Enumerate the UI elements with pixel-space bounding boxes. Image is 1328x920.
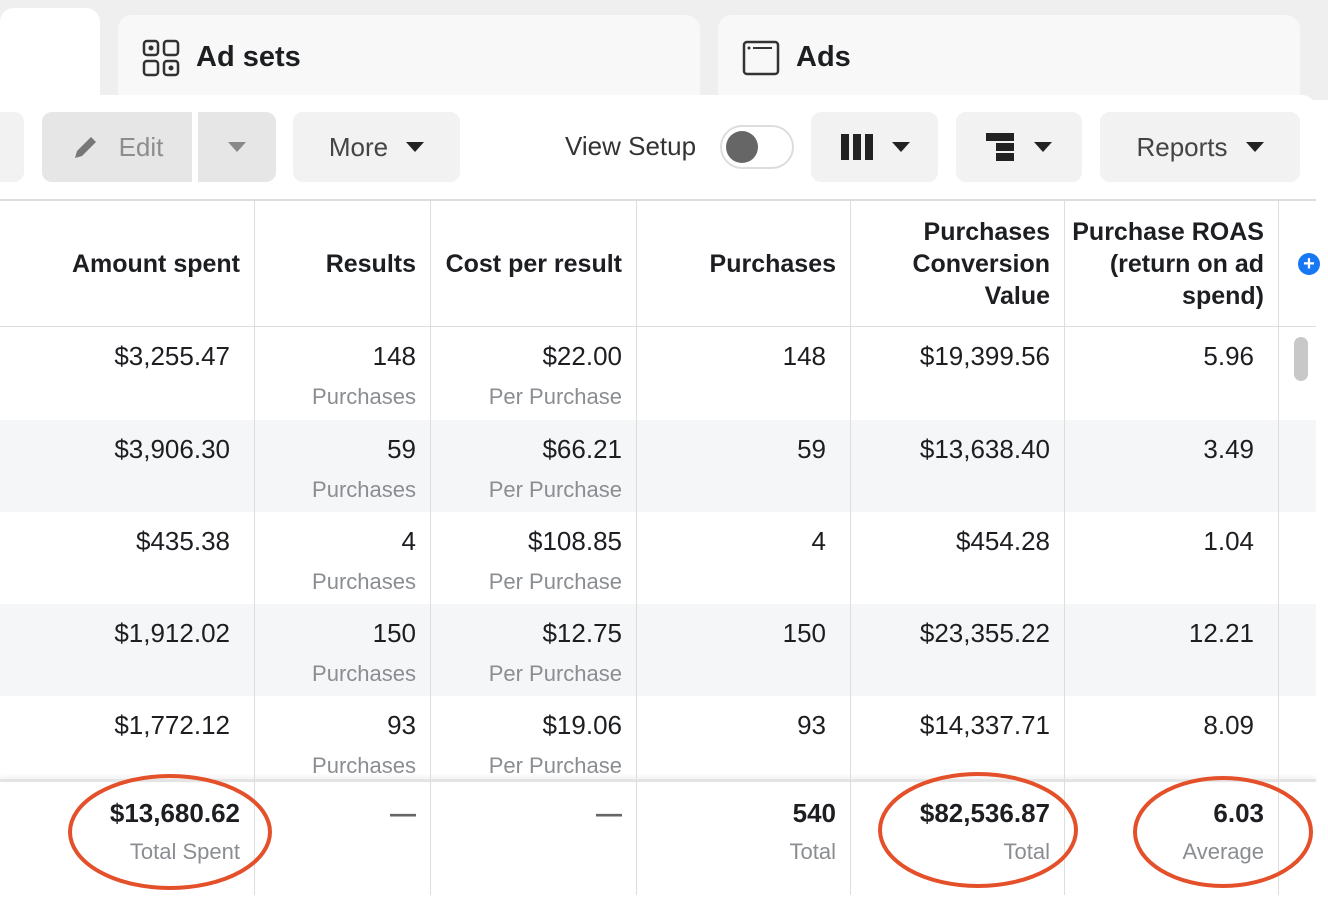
partial-button[interactable] <box>0 112 24 182</box>
totals-cell: 540 Total <box>789 798 836 864</box>
table-cell: $13,638.40 <box>919 434 1050 464</box>
edit-button[interactable]: Edit <box>42 112 192 182</box>
table-cell: $3,255.47 <box>114 341 230 371</box>
table-cell: $22.00 Per Purchase <box>488 341 622 409</box>
table-cell: $1,772.12 <box>114 710 230 740</box>
table-row[interactable] <box>0 512 1316 604</box>
breakdown-button[interactable] <box>956 112 1082 182</box>
caret-down-icon <box>228 142 246 152</box>
ad-sets-grid-icon <box>142 39 180 76</box>
table-cell: 93 <box>797 710 826 740</box>
edit-dropdown-button[interactable] <box>198 112 276 182</box>
table-cell: $435.38 <box>136 526 230 556</box>
totals-cell: $82,536.87 Total <box>919 798 1050 864</box>
table-row[interactable] <box>0 696 1316 780</box>
tab-label: Ad sets <box>196 41 301 73</box>
column-divider <box>636 200 637 895</box>
caret-down-icon <box>891 142 910 152</box>
highlight-circle-average-roas <box>1133 776 1313 888</box>
table-cell: 150 <box>782 618 826 648</box>
column-header[interactable]: Results <box>325 249 416 278</box>
table-cell: 12.21 <box>1188 618 1254 648</box>
table-cell: $454.28 <box>956 526 1050 556</box>
highlight-circle-total-value <box>878 772 1078 888</box>
totals-top-border <box>0 779 1316 782</box>
tab-label: Ads <box>796 41 851 73</box>
table-cell: 148 <box>782 341 826 371</box>
more-button[interactable]: More <box>293 112 460 182</box>
table-cell: 59 <box>797 434 826 464</box>
view-setup-toggle[interactable] <box>720 125 794 169</box>
table-cell: 8.09 <box>1203 710 1254 740</box>
table-cell: 4 Purchases <box>312 526 416 594</box>
table-cell: 59 Purchases <box>312 434 416 502</box>
more-label: More <box>328 131 389 162</box>
reports-button[interactable]: Reports <box>1100 112 1300 182</box>
column-header[interactable]: Purchases <box>709 249 836 278</box>
columns-icon <box>840 134 873 160</box>
totals-cell: — <box>390 798 416 828</box>
column-header[interactable]: Cost per result <box>445 249 622 278</box>
column-divider <box>850 200 851 895</box>
table-cell: 4 <box>811 526 826 556</box>
totals-cell: $13,680.62 Total Spent <box>109 798 240 864</box>
edit-label: Edit <box>118 131 164 162</box>
caret-down-icon <box>1034 142 1052 152</box>
table-cell: 3.49 <box>1203 434 1254 464</box>
columns-button[interactable] <box>811 112 938 182</box>
table-cell: $12.75 Per Purchase <box>488 618 622 686</box>
column-divider <box>430 200 431 895</box>
caret-down-icon <box>406 142 425 152</box>
add-column-icon[interactable]: + <box>1298 253 1320 275</box>
table-cell: $23,355.22 <box>919 618 1050 648</box>
table-cell: $19,399.56 <box>919 341 1050 371</box>
column-header[interactable]: Amount spent <box>71 249 240 278</box>
column-header[interactable]: Purchase ROAS (return on ad spend) <box>1072 217 1264 310</box>
table-row[interactable] <box>0 420 1316 512</box>
column-header[interactable]: Purchases Conversion Value <box>912 217 1050 310</box>
table-cell: $66.21 Per Purchase <box>488 434 622 502</box>
caret-down-icon <box>1245 142 1264 152</box>
column-divider <box>1278 200 1279 895</box>
toggle-knob <box>726 131 758 163</box>
table-cell: 150 Purchases <box>312 618 416 686</box>
highlight-circle-total-spent <box>68 774 272 890</box>
ad-window-icon <box>742 40 780 75</box>
totals-cell: — <box>596 798 622 828</box>
table-cell: $14,337.71 <box>919 710 1050 740</box>
table-cell: $3,906.30 <box>114 434 230 464</box>
column-divider <box>1064 200 1065 895</box>
breakdown-icon <box>986 133 1014 161</box>
header-top-border <box>0 199 1316 201</box>
tab-ads[interactable]: Ads <box>718 15 1300 100</box>
table-cell: $1,912.02 <box>114 618 230 648</box>
table-row[interactable] <box>0 327 1316 420</box>
pencil-icon <box>74 137 96 158</box>
table-row[interactable] <box>0 604 1316 696</box>
view-setup-label: View Setup <box>565 131 697 161</box>
table-cell: 1.04 <box>1203 526 1254 556</box>
tab-ad-sets[interactable]: Ad sets <box>118 15 700 100</box>
tab-campaigns[interactable] <box>0 8 100 100</box>
table-cell: 5.96 <box>1203 341 1254 371</box>
table-cell: $108.85 Per Purchase <box>488 526 622 594</box>
vertical-scrollbar[interactable] <box>1294 337 1308 381</box>
reports-label: Reports <box>1136 131 1228 162</box>
totals-cell: 6.03 Average <box>1182 798 1264 864</box>
table-cell: 93 Purchases <box>312 710 416 778</box>
table-cell: 148 Purchases <box>312 341 416 409</box>
table-cell: $19.06 Per Purchase <box>488 710 622 778</box>
column-divider <box>254 200 255 895</box>
